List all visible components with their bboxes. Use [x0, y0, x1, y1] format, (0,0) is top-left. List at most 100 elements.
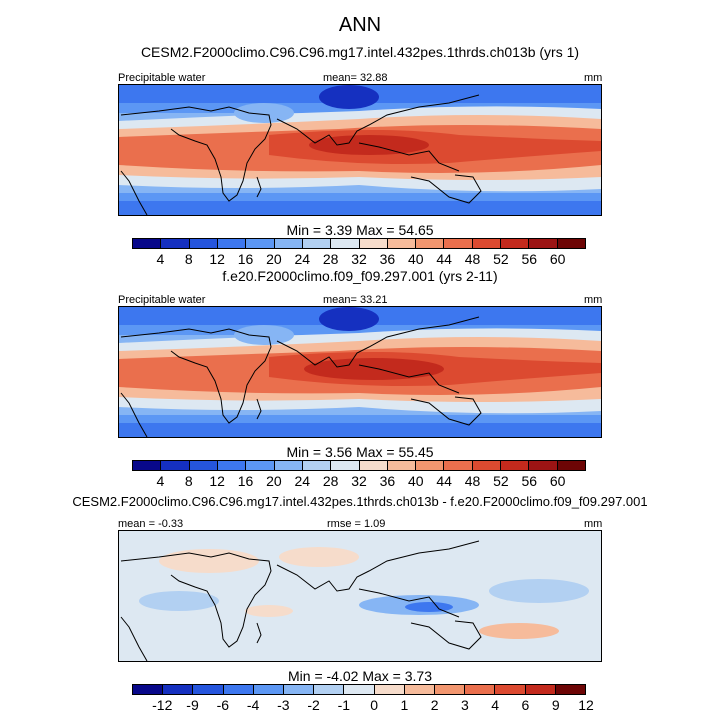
colorbar-tick-label: 40: [407, 473, 424, 489]
colorbar-tick-label: -3: [277, 697, 290, 713]
colorbar-swatch: [529, 461, 558, 470]
panel2-colorbar-labels: 4 8 12 16 20 24 28 32 36 40 44 48 52 56 60: [132, 473, 586, 489]
panel1-title: CESM2.F2000climo.C96.C96.mg17.intel.432p…: [140, 44, 580, 60]
colorbar-swatch: [404, 685, 436, 694]
colorbar-tick-label: 32: [351, 473, 367, 489]
colorbar-swatch: [284, 685, 315, 694]
colorbar-tick-label: 40: [407, 251, 424, 267]
panel3-title: CESM2.F2000climo.C96.C96.mg17.intel.432p…: [72, 494, 648, 509]
colorbar-tick-label: 44: [436, 473, 452, 489]
panel3-max-label: Max =: [362, 668, 401, 684]
panel1-minmax: Min = 3.39 Max = 54.65: [0, 222, 720, 238]
panel3-mean-value: -0.33: [158, 518, 184, 530]
colorbar-swatch: [387, 239, 417, 248]
panel1-colorbar: [132, 238, 586, 249]
panel2-max-value: 55.45: [398, 444, 434, 460]
colorbar-swatch: [331, 239, 360, 248]
colorbar-swatch: [472, 239, 502, 248]
panel3-pos-arabia: [279, 547, 359, 567]
panel1-coastlines: [120, 94, 482, 215]
colorbar-tick-label: 8: [184, 251, 193, 267]
colorbar-swatch: [344, 685, 375, 694]
panel1-map: [118, 84, 602, 216]
panel1-min-label: Min =: [286, 222, 322, 238]
panel3-rmse-label: rmse =: [327, 518, 361, 530]
colorbar-swatch: [302, 239, 332, 248]
panel2-dry-tibet: [319, 307, 379, 331]
panel2-mean: mean= 33.21: [323, 294, 388, 306]
colorbar-tick-label: 60: [549, 251, 566, 267]
colorbar-tick-label: 32: [351, 251, 367, 267]
colorbar-swatch: [416, 461, 445, 470]
colorbar-swatch: [495, 685, 526, 694]
panel1-dry-tibet: [319, 85, 379, 109]
colorbar-tick-label: 60: [549, 473, 566, 489]
colorbar-tick-label: 56: [521, 473, 538, 489]
colorbar-swatch: [161, 461, 190, 470]
panel2-min-value: 3.56: [324, 444, 353, 460]
panel1-colorbar-labels: 4 8 12 16 20 24 28 32 36 40 44 48 52 56 60: [132, 251, 586, 267]
panel2-variable-label: Precipitable water: [118, 294, 206, 306]
panel2-colorbar: [132, 460, 586, 471]
colorbar-tick-label: 24: [294, 251, 311, 267]
panel1-min-value: 3.39: [324, 222, 353, 238]
panel2-title: f.e20.F2000climo.f09_f09.297.001 (yrs 2-…: [222, 268, 498, 284]
panel2-min-label: Min =: [286, 444, 322, 460]
panel2-field: [119, 307, 601, 437]
colorbar-swatch: [435, 685, 466, 694]
panel1-dry-sahara: [234, 103, 294, 123]
colorbar-tick-label: 36: [379, 251, 396, 267]
colorbar-tick-label: 4: [156, 473, 165, 489]
colorbar-tick-label: 16: [237, 251, 254, 267]
colorbar-swatch: [465, 685, 496, 694]
panel2-max-label: Max =: [356, 444, 395, 460]
colorbar-tick-label: 12: [209, 473, 225, 489]
panel3-pos-south-pacific: [479, 623, 559, 639]
colorbar-swatch: [189, 461, 218, 470]
panel1-variable-label: Precipitable water: [118, 72, 206, 84]
panel3-rmse-value: 1.09: [364, 518, 386, 530]
colorbar-tick-label: -2: [307, 697, 320, 713]
colorbar-swatch: [374, 685, 405, 694]
colorbar-swatch: [331, 461, 360, 470]
panel3-units: mm: [584, 518, 603, 530]
colorbar-swatch: [246, 239, 275, 248]
colorbar-swatch: [472, 461, 502, 470]
colorbar-tick-label: 3: [461, 697, 469, 713]
panel2-core: [304, 358, 444, 380]
colorbar-swatch: [161, 239, 190, 248]
colorbar-tick-label: 44: [436, 251, 452, 267]
colorbar-swatch: [444, 239, 473, 248]
panel3-pos-indian: [245, 605, 293, 617]
colorbar-tick-label: 56: [521, 251, 538, 267]
panel2-map: [118, 306, 602, 438]
colorbar-tick-label: 48: [464, 473, 481, 489]
panel3-mean-label: mean =: [118, 518, 155, 530]
panel2-dry-sahara: [234, 325, 294, 345]
panel1-mean: mean= 32.88: [323, 72, 388, 84]
figure-title: ANN: [338, 14, 382, 36]
panel3-min-label: Min =: [288, 668, 323, 684]
colorbar-tick-label: 16: [237, 473, 254, 489]
colorbar-swatch: [163, 685, 194, 694]
panel3-colorbar: [132, 684, 586, 695]
panel1-max-value: 54.65: [398, 222, 434, 238]
colorbar-tick-label: -6: [216, 697, 230, 713]
panel1-field: [119, 85, 601, 215]
colorbar-swatch: [217, 461, 247, 470]
colorbar-swatch: [501, 239, 530, 248]
colorbar-tick-label: 1: [400, 697, 409, 713]
colorbar-swatch: [444, 461, 473, 470]
panel2-mean-label: mean=: [323, 294, 357, 306]
panel3-field: [119, 531, 601, 661]
colorbar-tick-label: 8: [184, 473, 193, 489]
panel2-units: mm: [584, 294, 603, 306]
colorbar-swatch: [217, 239, 247, 248]
panel3-pos-africa: [159, 549, 259, 573]
colorbar-swatch: [557, 461, 585, 470]
colorbar-swatch: [246, 461, 275, 470]
colorbar-tick-label: 24: [294, 473, 311, 489]
panel1-mean-label: mean=: [323, 72, 357, 84]
colorbar-swatch: [557, 239, 585, 248]
panel3-neg-atlantic: [139, 591, 219, 611]
